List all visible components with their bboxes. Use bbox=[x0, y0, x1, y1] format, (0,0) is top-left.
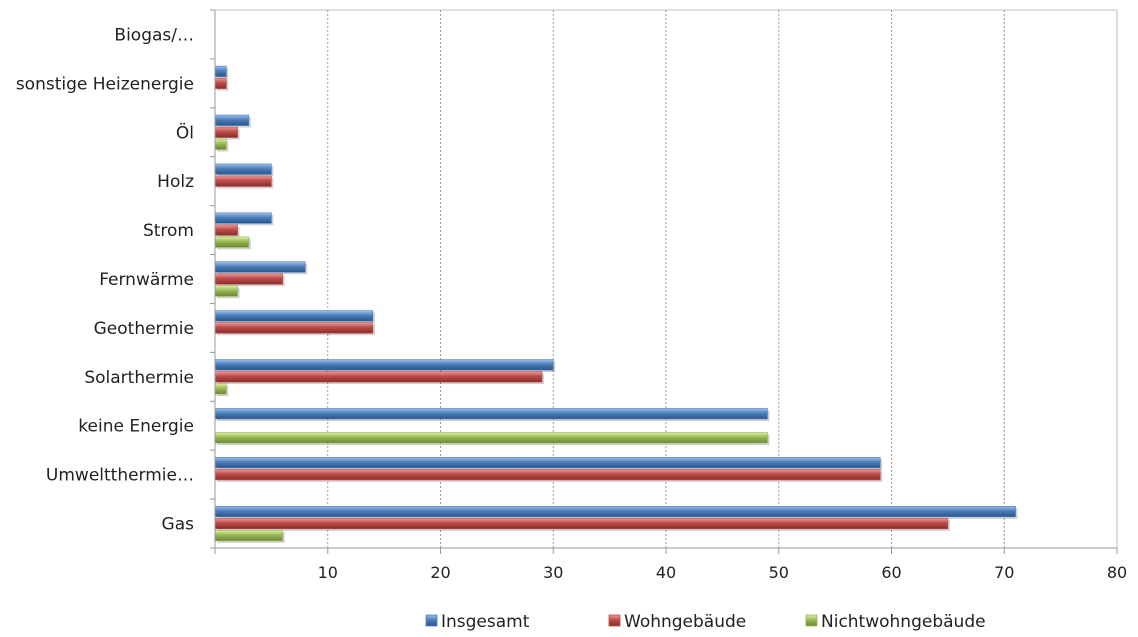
bar-wohngebäude-5 bbox=[215, 274, 283, 285]
bar-wohngebäude-1 bbox=[215, 469, 880, 480]
tick-label: 40 bbox=[656, 563, 676, 582]
bar-wohngebäude-4 bbox=[215, 323, 373, 334]
bar-nichtwohngebäude-5 bbox=[215, 286, 238, 297]
category-label: Strom bbox=[143, 221, 194, 241]
category-label: Geothermie bbox=[94, 319, 194, 339]
bar-insgesamt-0 bbox=[215, 506, 1016, 516]
tick-label: 50 bbox=[769, 563, 789, 582]
bar-insgesamt-3 bbox=[215, 360, 553, 371]
category-label: Holz bbox=[157, 172, 194, 192]
bar-wohngebäude-0 bbox=[215, 518, 948, 529]
tick-label: 70 bbox=[994, 563, 1014, 582]
bar-nichtwohngebäude-3 bbox=[215, 384, 226, 395]
bar-insgesamt-8 bbox=[215, 115, 249, 126]
bar-insgesamt-4 bbox=[215, 311, 373, 322]
tick-label: 20 bbox=[430, 563, 450, 582]
tick-label: 10 bbox=[318, 563, 338, 582]
bar-wohngebäude-6 bbox=[215, 225, 238, 236]
bar-insgesamt-2 bbox=[215, 408, 767, 419]
bar-insgesamt-7 bbox=[215, 164, 271, 175]
category-label: Fernwärme bbox=[99, 270, 194, 290]
bar-wohngebäude-9 bbox=[215, 78, 226, 89]
category-label: Öl bbox=[176, 121, 194, 143]
legend-swatch-2 bbox=[806, 615, 817, 626]
legend-label-1: Wohngebäude bbox=[624, 612, 746, 632]
category-label: keine Energie bbox=[78, 417, 194, 437]
bar-wohngebäude-7 bbox=[215, 176, 271, 187]
bar-insgesamt-5 bbox=[215, 262, 305, 273]
bar-nichtwohngebäude-6 bbox=[215, 237, 249, 248]
tick-label: 80 bbox=[1107, 563, 1127, 582]
legend: Insgesamt Wohngebäude Nichtwohngebäude bbox=[426, 612, 986, 632]
category-label: Solarthermie bbox=[84, 368, 194, 388]
legend-label-0: Insgesamt bbox=[441, 612, 530, 632]
bar-nichtwohngebäude-0 bbox=[215, 530, 283, 541]
category-label: sonstige Heizenergie bbox=[16, 74, 194, 94]
category-label: Umweltthermie… bbox=[46, 466, 194, 486]
bar-nichtwohngebäude-2 bbox=[215, 432, 767, 443]
bar-insgesamt-1 bbox=[215, 457, 880, 468]
bar-nichtwohngebäude-8 bbox=[215, 139, 226, 150]
bar-wohngebäude-8 bbox=[215, 127, 238, 138]
category-label: Biogas/… bbox=[114, 25, 194, 45]
legend-swatch-1 bbox=[609, 615, 620, 626]
category-label: Gas bbox=[162, 515, 195, 535]
bar-insgesamt-9 bbox=[215, 66, 226, 77]
tick-label: 60 bbox=[881, 563, 901, 582]
legend-label-2: Nichtwohngebäude bbox=[821, 612, 986, 632]
legend-swatch-0 bbox=[426, 615, 437, 626]
bar-insgesamt-6 bbox=[215, 213, 271, 224]
category-labels: Gas Umweltthermie… keine Energie Solartherm… bbox=[16, 25, 194, 534]
bar-wohngebäude-3 bbox=[215, 372, 542, 383]
tick-label: 30 bbox=[543, 563, 563, 582]
